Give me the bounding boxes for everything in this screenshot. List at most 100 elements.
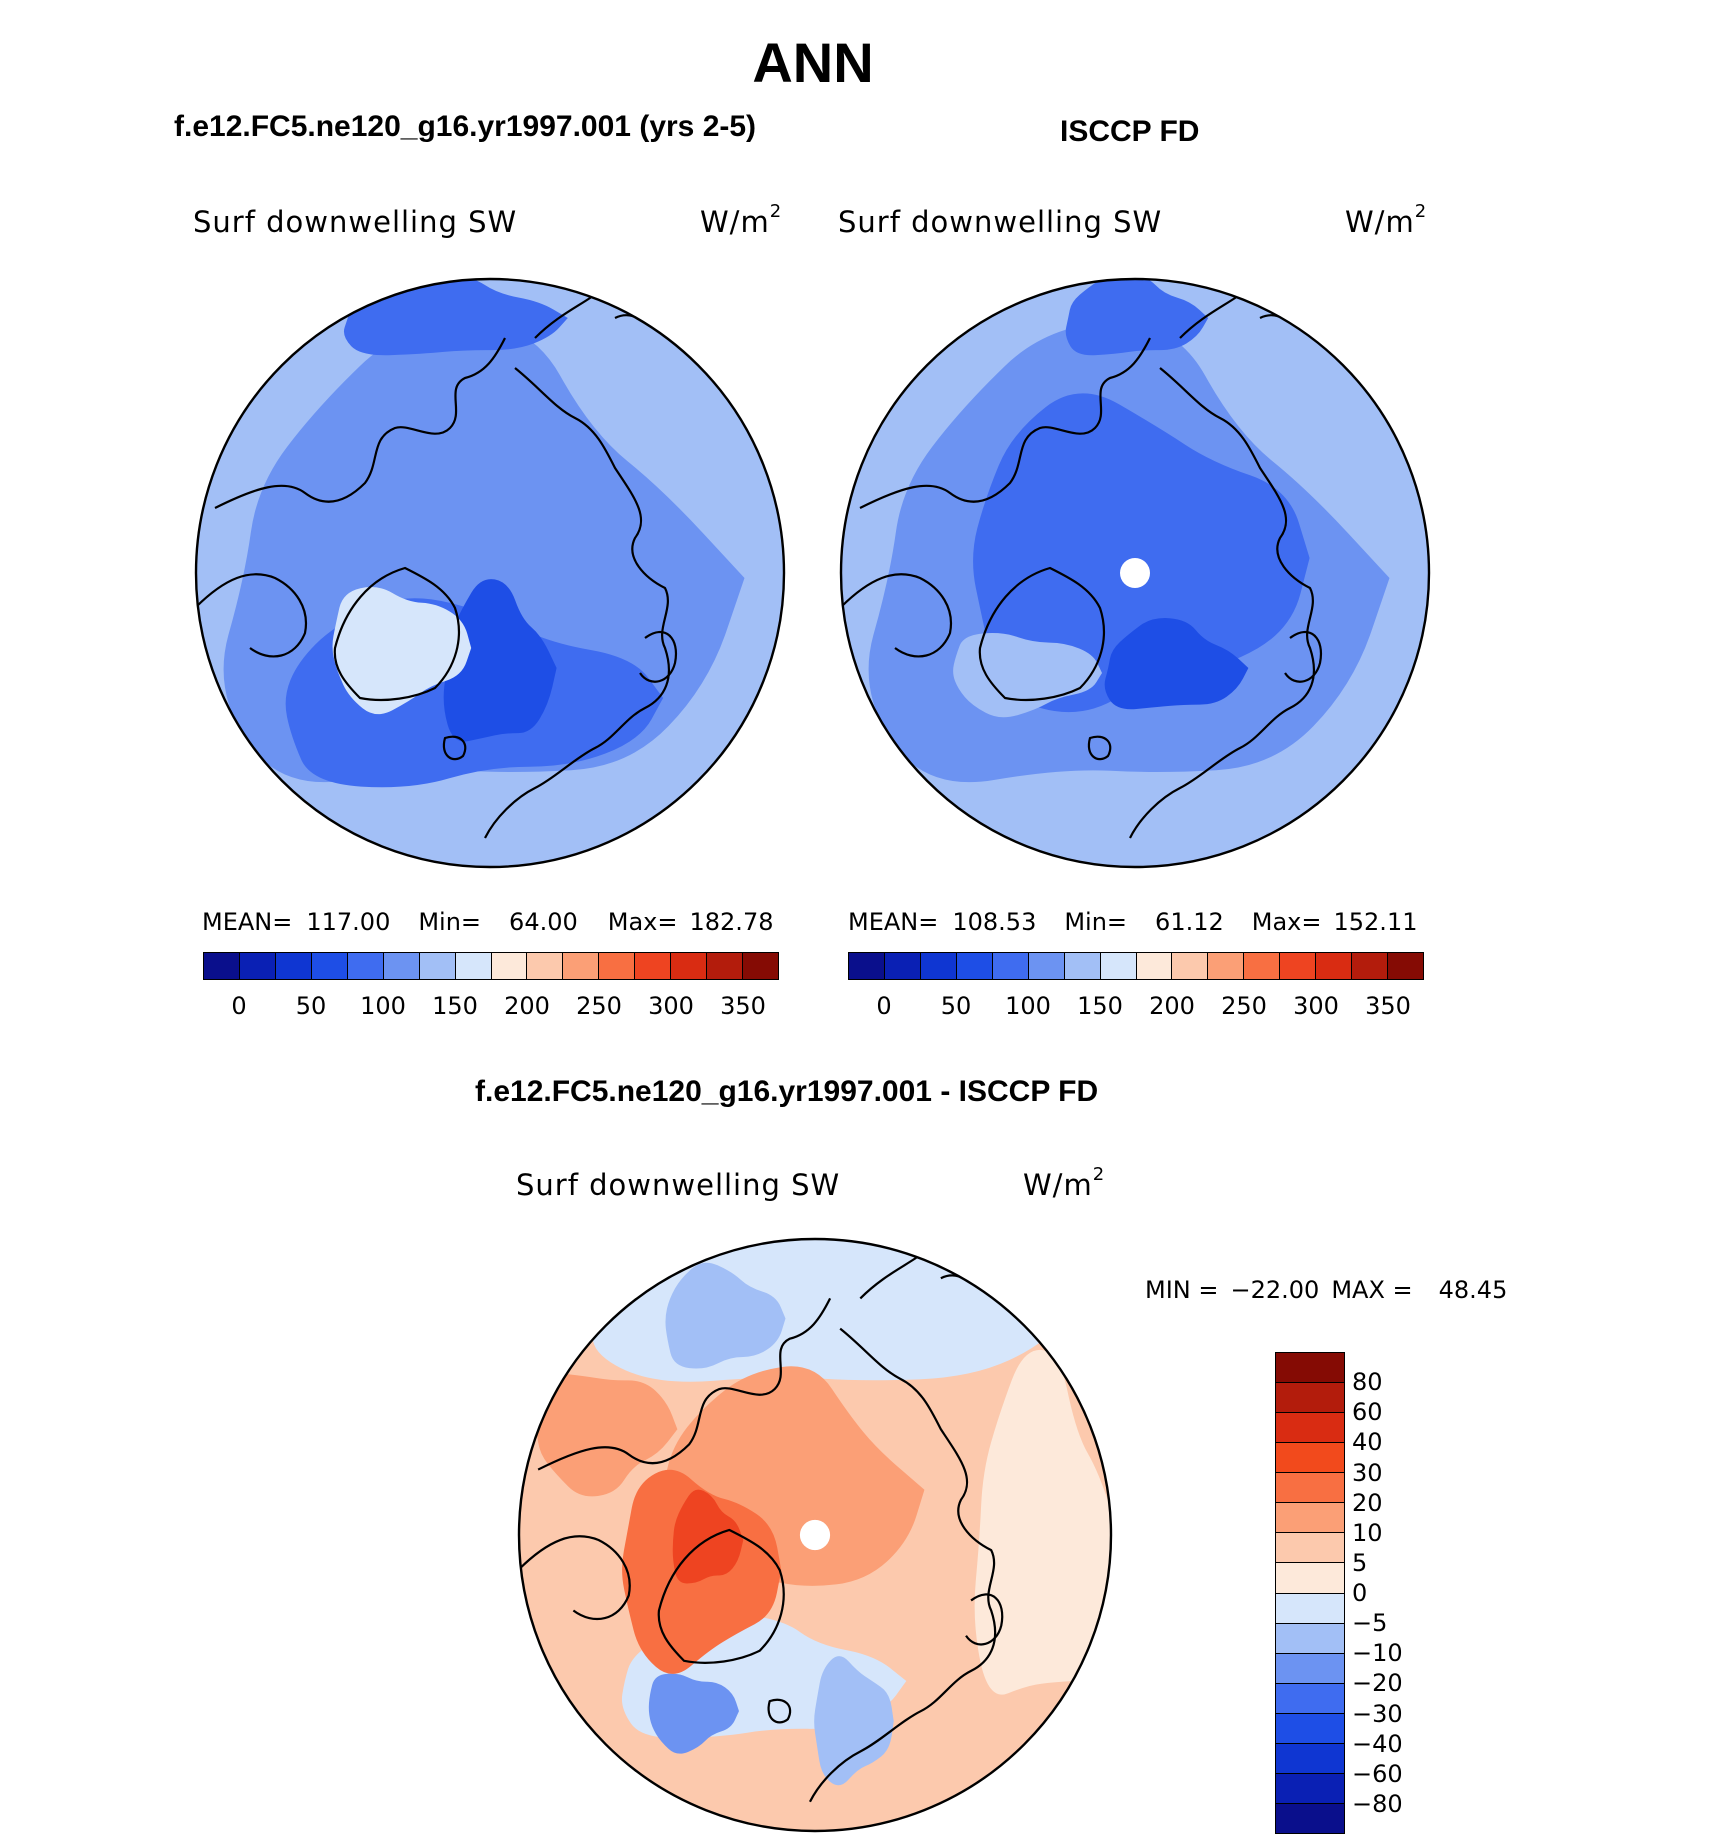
diff-coastline	[657, 1528, 785, 1664]
panel-left-min-value: 64.00	[509, 908, 578, 936]
panel-right-colorbar-swatch	[1316, 953, 1353, 979]
panel-left-colorbar-swatch	[383, 953, 420, 979]
panel-left-field-contour	[443, 579, 557, 742]
panel-left-map-border	[194, 277, 786, 869]
diff-colorbar-tick-label: −80	[1352, 1789, 1403, 1818]
panel-right-colorbar-tick-label: 300	[1293, 992, 1339, 1020]
diff-colorbar-tick-label: 10	[1352, 1518, 1383, 1547]
panel-right-colorbar-tick-label: 50	[940, 992, 972, 1020]
diff-units-label: W/m2	[1023, 1164, 1106, 1202]
diff-colorbar-swatch	[1276, 1773, 1344, 1804]
panel-left-colorbar-swatch	[419, 953, 456, 979]
main-title: ANN	[752, 31, 874, 94]
panel-left-colorbar-tick-label: 50	[295, 992, 327, 1020]
diff-field-contour	[533, 1373, 678, 1497]
panel-left-colorbar-tick-label: 200	[504, 992, 550, 1020]
panel-right-colorbar-swatch	[1388, 953, 1423, 979]
diff-colorbar-swatch	[1276, 1533, 1344, 1564]
panel-right-field-contour	[973, 393, 1310, 713]
panel-left-colorbar-swatch	[635, 953, 672, 979]
panel-right-mean-value: 108.53	[952, 908, 1037, 936]
diff-coastline	[965, 1593, 1004, 1646]
diff-coastline	[537, 1297, 832, 1471]
panel-left-colorbar-swatch	[275, 953, 312, 979]
panel-right-coastline	[859, 337, 1151, 509]
diff-stats: MIN = −22.00 MAX = 48.45	[1145, 1276, 1507, 1304]
panel-left-colorbar-tick-label: 300	[648, 992, 694, 1020]
diff-colorbar-tick-label: −5	[1352, 1609, 1388, 1638]
panel-left-units-label: W/m2	[700, 201, 783, 239]
diff-min-value: −22.00	[1230, 1276, 1320, 1304]
panel-left-colorbar-tick-label: 100	[360, 992, 406, 1020]
panel-left-colorbar-swatch	[491, 953, 528, 979]
diff-colorbar-swatch	[1276, 1473, 1344, 1504]
diff-field-contour	[672, 1489, 744, 1584]
panel-right-min-label: Min=	[1064, 908, 1128, 936]
panel-left-colorbar-swatch	[599, 953, 636, 979]
diff-field-contour	[814, 1656, 894, 1786]
panel-right-colorbar-swatch	[1100, 953, 1137, 979]
diff-variable-label: Surf downwelling SW	[516, 1168, 841, 1202]
diff-field-contour	[592, 1239, 1078, 1382]
diff-colorbar-swatch	[1276, 1593, 1344, 1624]
diff-coastline	[519, 1535, 631, 1621]
diff-colorbar-swatch	[1276, 1683, 1344, 1714]
panel-left-coastline	[639, 631, 678, 683]
panel-right-coastline	[1129, 367, 1315, 839]
panel-right-field-contour	[1065, 279, 1209, 356]
panel-left-max-value: 182.78	[689, 908, 774, 936]
diff-colorbar-tick-label: −10	[1352, 1639, 1403, 1668]
panel-right-colorbar-tick-label: 100	[1005, 992, 1051, 1020]
diff-colorbar-swatch	[1276, 1803, 1344, 1833]
panel-left-max-label: Max=	[607, 908, 678, 936]
diff-colorbar-swatch	[1276, 1713, 1344, 1744]
panel-left-coastline	[484, 367, 670, 839]
panel-left-mean-label: MEAN=	[202, 908, 293, 936]
panel-right-colorbar-swatch	[1244, 953, 1281, 979]
panel-right-colorbar-swatch	[849, 953, 885, 979]
panel-right-variable-label: Surf downwelling SW	[838, 205, 1163, 239]
panel-left-coastline	[196, 573, 308, 658]
panel-right-colorbar-swatch	[992, 953, 1029, 979]
diff-case-title: f.e12.FC5.ne120_g16.yr1997.001 - ISCCP F…	[475, 1075, 1099, 1108]
panel-right-max-label: Max=	[1251, 908, 1322, 936]
panel-left-colorbar-tick-label: 350	[720, 992, 766, 1020]
panel-left-coastline	[214, 337, 506, 509]
panel-left-colorbar-tick-label: 0	[231, 992, 247, 1020]
diff-colorbar-swatch	[1276, 1623, 1344, 1654]
diff-colorbar-swatch	[1276, 1653, 1344, 1684]
panel-left-colorbar-swatch	[671, 953, 708, 979]
panel-right-polar-map	[839, 277, 1431, 869]
panel-right-case-title: ISCCP FD	[1060, 115, 1200, 148]
diff-field-contour	[665, 1262, 786, 1369]
panel-right-colorbar-tick-label: 350	[1365, 992, 1411, 1020]
diff-colorbar-tick-label: −40	[1352, 1729, 1403, 1758]
diff-colorbar-tick-label: 80	[1352, 1368, 1383, 1397]
panel-left-coastline	[333, 566, 460, 702]
panel-right-coastline	[1284, 631, 1323, 683]
diff-field-contour	[648, 1673, 739, 1754]
diff-colorbar-tick-label: 5	[1352, 1548, 1368, 1577]
panel-right-colorbar-swatch	[1208, 953, 1245, 979]
panel-right-colorbar	[848, 952, 1424, 980]
panel-right-colorbar-tick-label: 150	[1077, 992, 1123, 1020]
panel-right-colorbar-swatch	[920, 953, 957, 979]
diff-field-contour	[974, 1349, 1111, 1695]
diff-colorbar-tick-label: 60	[1352, 1398, 1383, 1427]
panel-right-max-value: 152.11	[1333, 908, 1418, 936]
panel-right-units-label: W/m2	[1345, 201, 1428, 239]
panel-left-mean-value: 117.00	[306, 908, 391, 936]
diff-max-value: 48.45	[1438, 1276, 1508, 1304]
diff-min-label: MIN =	[1145, 1276, 1219, 1304]
panel-left-field-contour	[332, 587, 472, 715]
diff-colorbar-swatch	[1276, 1383, 1344, 1414]
panel-left-colorbar-tick-label: 150	[432, 992, 478, 1020]
diff-colorbar-swatch	[1276, 1743, 1344, 1774]
panel-right-colorbar-swatch	[1028, 953, 1065, 979]
panel-right-colorbar-swatch	[884, 953, 921, 979]
diff-colorbar-tick-label: 20	[1352, 1488, 1383, 1517]
diff-colorbar-tick-label: 30	[1352, 1458, 1383, 1487]
panel-left-colorbar-swatch	[743, 953, 778, 979]
diff-colorbar-swatch	[1276, 1443, 1344, 1474]
panel-right-colorbar-swatch	[956, 953, 993, 979]
